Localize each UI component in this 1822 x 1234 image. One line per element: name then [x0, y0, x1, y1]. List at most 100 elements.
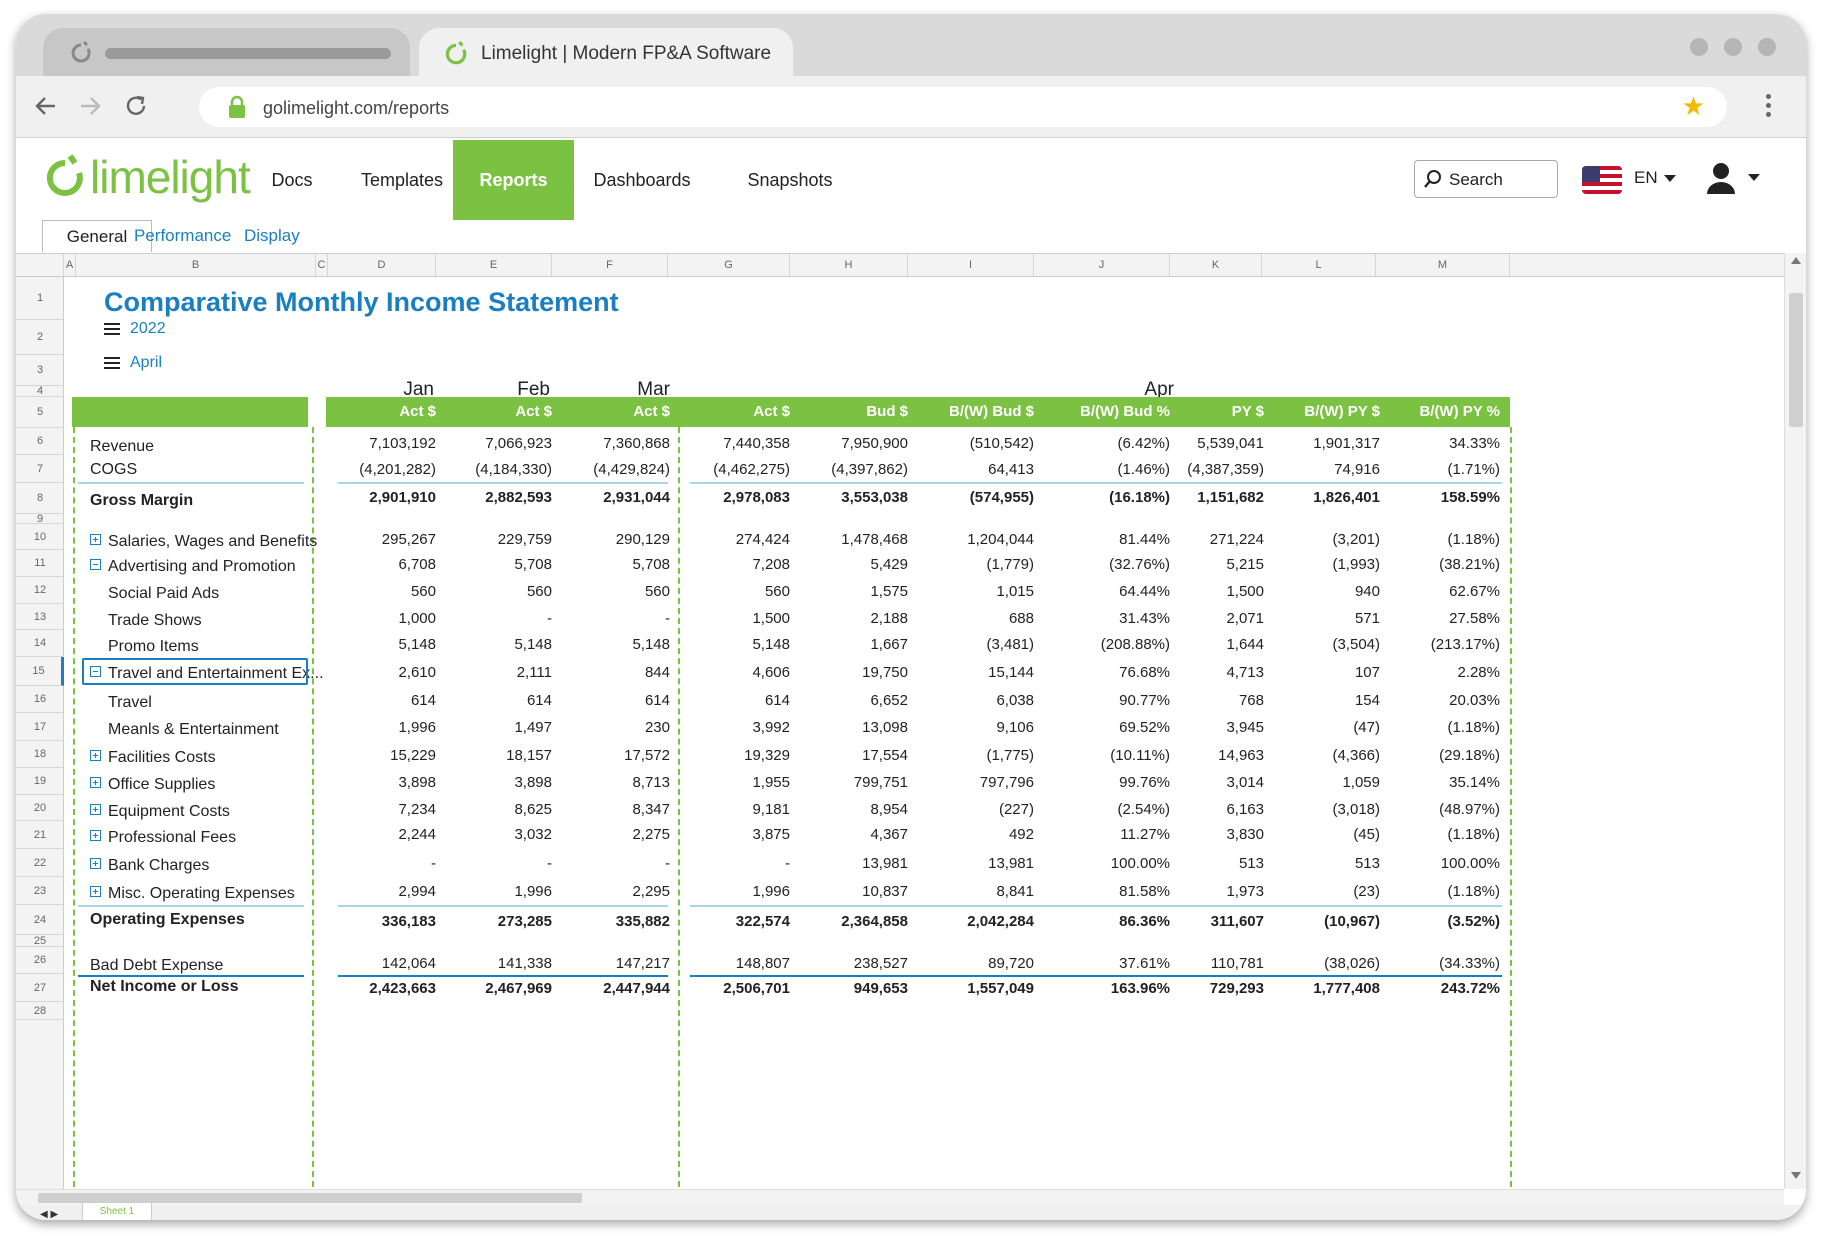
table-cell[interactable]: 513	[1238, 855, 1264, 872]
table-cell[interactable]: 2,447,944	[603, 980, 670, 997]
table-cell[interactable]: 7,103,192	[369, 435, 436, 452]
table-cell[interactable]: 6,038	[996, 692, 1034, 709]
table-cell[interactable]: 8,954	[870, 801, 908, 818]
kebab-menu-icon[interactable]	[1766, 94, 1772, 121]
row-label[interactable]: Professional Fees	[90, 829, 236, 847]
table-cell[interactable]: (38,026)	[1324, 955, 1380, 972]
table-cell[interactable]: (2.54%)	[1117, 801, 1170, 818]
sheet-tab[interactable]: Sheet 1	[82, 1202, 152, 1220]
table-cell[interactable]: (48.97%)	[1439, 801, 1500, 818]
table-cell[interactable]: 62.67%	[1449, 583, 1500, 600]
row-label[interactable]: Facilities Costs	[90, 749, 216, 767]
row-label[interactable]: Equipment Costs	[90, 803, 230, 821]
table-cell[interactable]: 799,751	[853, 774, 908, 791]
table-cell[interactable]: 107	[1354, 664, 1380, 681]
table-cell[interactable]: 336,183	[381, 913, 436, 930]
table-cell[interactable]: 2,071	[1226, 610, 1264, 627]
table-cell[interactable]: 81.58%	[1119, 883, 1170, 900]
row-header[interactable]: 7	[16, 455, 64, 483]
nav-dashboards[interactable]: Dashboards	[593, 170, 691, 190]
table-cell[interactable]: (574,955)	[969, 489, 1034, 506]
table-cell[interactable]: 100.00%	[1110, 855, 1170, 872]
row-label[interactable]: Meanls & Entertainment	[108, 721, 279, 739]
table-cell[interactable]: (1.46%)	[1117, 461, 1170, 478]
expand-icon[interactable]	[90, 804, 101, 816]
table-cell[interactable]: 2,610	[398, 664, 436, 681]
table-cell[interactable]: 2,467,969	[485, 980, 552, 997]
column-header[interactable]: H	[790, 254, 908, 276]
table-cell[interactable]: -	[431, 855, 436, 872]
table-cell[interactable]: 1,059	[1342, 774, 1380, 791]
table-cell[interactable]: 37.61%	[1119, 955, 1170, 972]
table-cell[interactable]: 18,157	[506, 747, 552, 764]
table-cell[interactable]: (1,993)	[1332, 556, 1380, 573]
table-cell[interactable]: 2,506,701	[723, 980, 790, 997]
table-cell[interactable]: (1.18%)	[1447, 883, 1500, 900]
table-cell[interactable]: 7,234	[398, 801, 436, 818]
row-header[interactable]: 9	[16, 514, 64, 525]
table-cell[interactable]: 9,106	[996, 719, 1034, 736]
row-label[interactable]: Trade Shows	[108, 612, 202, 630]
table-cell[interactable]: 86.36%	[1119, 913, 1170, 930]
row-label[interactable]: Salaries, Wages and Benefits	[90, 533, 317, 551]
table-cell[interactable]: 11.27%	[1120, 826, 1170, 843]
table-cell[interactable]: (16.18%)	[1109, 489, 1170, 506]
back-arrow-icon[interactable]	[30, 90, 62, 122]
star-icon[interactable]: ★	[1681, 91, 1705, 121]
nav-snapshots[interactable]: Snapshots	[747, 170, 833, 190]
table-cell[interactable]: 1,973	[1226, 883, 1264, 900]
table-cell[interactable]: 2,111	[516, 664, 552, 681]
table-cell[interactable]: 1,777,408	[1313, 980, 1380, 997]
table-cell[interactable]: -	[665, 855, 670, 872]
table-cell[interactable]: 20.03%	[1449, 692, 1500, 709]
row-header[interactable]: 14	[16, 630, 64, 657]
table-cell[interactable]: 2,188	[870, 610, 908, 627]
table-cell[interactable]: 1,667	[870, 636, 908, 653]
nav-docs[interactable]: Docs	[271, 170, 313, 190]
table-cell[interactable]: 3,553,038	[841, 489, 908, 506]
table-cell[interactable]: (3,018)	[1332, 801, 1380, 818]
expand-icon[interactable]	[90, 886, 101, 898]
row-header[interactable]: 16	[16, 686, 64, 713]
table-cell[interactable]: 147,217	[615, 955, 670, 972]
scrollbar-thumb[interactable]	[1789, 293, 1803, 427]
column-header[interactable]: M	[1376, 254, 1510, 276]
table-cell[interactable]: (32.76%)	[1109, 556, 1170, 573]
table-cell[interactable]: 2.28%	[1457, 664, 1500, 681]
expand-icon[interactable]	[90, 534, 101, 546]
tab-general[interactable]: General	[42, 220, 152, 252]
table-cell[interactable]: 844	[644, 664, 670, 681]
url-field[interactable]: golimelight.com/reports ★	[199, 87, 1727, 127]
table-cell[interactable]: 15,144	[988, 664, 1034, 681]
row-label[interactable]: COGS	[90, 461, 137, 479]
table-cell[interactable]: (10,967)	[1324, 913, 1380, 930]
row-header[interactable]: 3	[16, 355, 64, 386]
table-cell[interactable]: 81.44%	[1119, 531, 1170, 548]
column-header[interactable]: I	[908, 254, 1034, 276]
table-cell[interactable]: 1,557,049	[967, 980, 1034, 997]
row-header[interactable]: 5	[16, 397, 64, 428]
row-header[interactable]: 12	[16, 577, 64, 604]
row-header[interactable]: 11	[16, 550, 64, 577]
table-cell[interactable]: 1,015	[996, 583, 1034, 600]
table-cell[interactable]: 243.72%	[1440, 980, 1500, 997]
table-cell[interactable]: (10.11%)	[1110, 747, 1170, 764]
table-cell[interactable]: 17,554	[862, 747, 908, 764]
table-cell[interactable]: 76.68%	[1119, 664, 1170, 681]
table-cell[interactable]: 513	[1354, 855, 1380, 872]
row-header[interactable]: 19	[16, 768, 64, 795]
table-cell[interactable]: (4,184,330)	[475, 461, 552, 478]
table-cell[interactable]: 797,796	[979, 774, 1034, 791]
table-cell[interactable]: 69.52%	[1119, 719, 1170, 736]
table-cell[interactable]: 560	[410, 583, 436, 600]
table-cell[interactable]: 5,148	[398, 636, 436, 653]
row-header[interactable]: 26	[16, 947, 64, 974]
row-header[interactable]: 25	[16, 935, 64, 947]
table-cell[interactable]: 688	[1008, 610, 1034, 627]
corner-cell[interactable]	[16, 254, 64, 276]
table-cell[interactable]: (23)	[1353, 883, 1380, 900]
row-label[interactable]: Misc. Operating Expenses	[90, 885, 295, 903]
table-cell[interactable]: 154	[1354, 692, 1380, 709]
table-cell[interactable]: 1,644	[1226, 636, 1264, 653]
column-header[interactable]: D	[328, 254, 436, 276]
